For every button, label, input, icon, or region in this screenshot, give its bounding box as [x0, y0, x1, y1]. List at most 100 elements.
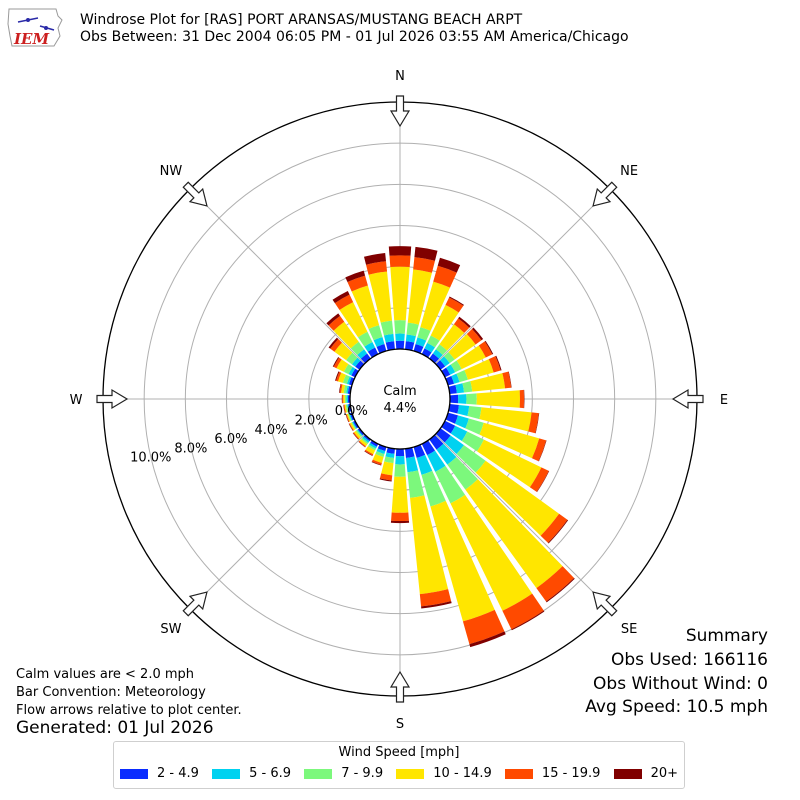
direction-label: SE: [621, 622, 637, 637]
windrose-bar-segment: [360, 353, 371, 364]
windrose-bar-segment: [364, 449, 374, 456]
legend-swatch: [212, 768, 241, 779]
windrose-bar-segment: [341, 384, 346, 394]
windrose-bar-segment: [478, 341, 493, 358]
windrose-bar-segment: [388, 246, 412, 256]
windrose-bar-segment: [346, 352, 358, 365]
windrose-bar-segment: [353, 430, 361, 439]
windrose-bar-segment: [336, 371, 342, 382]
windrose-bar-segment: [465, 418, 484, 435]
windrose-bar-segment: [495, 355, 502, 371]
legend-item: 15 - 19.9: [504, 766, 601, 781]
windrose-bar-segment: [479, 407, 532, 432]
windrose-bar-segment: [476, 390, 520, 408]
windrose-bar-segment: [443, 351, 455, 364]
windrose-bar-segment: [448, 334, 476, 360]
windrose-bar-segment: [364, 253, 387, 265]
windrose-bar-segment: [395, 456, 405, 465]
windrose-bar-segment: [333, 321, 359, 349]
windrose-bar-segment: [451, 373, 460, 384]
windrose-bar-segment: [475, 460, 560, 536]
windrose-bar-segment: [429, 353, 440, 364]
arrow-shape: [389, 670, 411, 703]
windrose-bar-segment: [347, 413, 352, 422]
arrow-shape: [592, 181, 618, 207]
windrose-bar-segment: [353, 420, 359, 429]
windrose-bar-segment: [346, 376, 352, 385]
legend-label: 10 - 14.9: [433, 766, 492, 781]
direction-label: NW: [160, 164, 183, 179]
windrose-bar-segment: [450, 425, 468, 441]
legend-swatch: [504, 768, 533, 779]
summary-obs-used: Obs Used: 166116: [610, 650, 768, 670]
windrose-bar-segment: [405, 456, 419, 473]
windrose-bar-segment: [458, 316, 471, 328]
windrose-bar-segment: [342, 374, 350, 384]
windrose-bar-segment: [435, 465, 466, 504]
calm-note: Calm values are < 2.0 mph: [16, 667, 195, 682]
direction-arrow-icon: [671, 388, 704, 410]
windrose-bar-segment: [528, 412, 539, 434]
windrose-bar-segment: [333, 357, 342, 369]
windrose-bar-segment: [406, 322, 419, 337]
radial-tick-label: 6.0%: [214, 432, 247, 447]
windrose-bar-segment: [343, 404, 346, 413]
windrose-bar-segment: [338, 383, 342, 393]
radial-tick-label: 0.0%: [335, 404, 368, 419]
windrose-bar-segment: [445, 412, 459, 424]
windrose-bar-segment: [345, 270, 366, 283]
windrose-bar-segment: [390, 266, 410, 321]
windrose-bar-segment: [508, 371, 512, 388]
windrose-bar-segment: [416, 454, 433, 475]
windrose-bar-segment: [370, 440, 379, 447]
windrose-bar-segment: [390, 520, 410, 524]
legend-label: 20+: [650, 766, 678, 781]
generated-date: Generated: 01 Jul 2026: [16, 718, 214, 738]
grid-circle: [184, 183, 616, 615]
windrose-bar-segment: [536, 566, 575, 602]
windrose-bar-segment: [450, 360, 462, 373]
windrose-bar-segment: [479, 422, 540, 459]
windrose-bar-segment: [470, 373, 506, 392]
windrose-bar-segment: [529, 467, 549, 492]
direction-arrow-icon: [592, 591, 618, 617]
legend-item: 20+: [613, 766, 678, 781]
windrose-bar-segment: [466, 393, 477, 405]
calm-value: 4.4%: [383, 401, 416, 416]
windrose-bar-segment: [439, 324, 465, 351]
windrose-bar-segment: [477, 439, 542, 488]
windrose-bar-segment: [343, 385, 348, 394]
windrose-bar-segment: [332, 290, 350, 304]
windrose-bar-segment: [456, 345, 486, 370]
windrose-bar-segment: [394, 464, 406, 477]
windrose-bar-segment: [381, 461, 394, 476]
windrose-bar-segment: [461, 431, 484, 452]
windrose-bar-segment: [350, 341, 365, 356]
radial-tick-label: 4.0%: [255, 423, 288, 438]
windrose-bar-segment: [414, 246, 438, 261]
arrow-shape: [96, 388, 129, 410]
windrose-bar-segment: [335, 371, 340, 381]
windrose-bar-segment: [465, 479, 563, 589]
windrose-bar-segment: [345, 414, 350, 423]
windrose-bar-segment: [395, 448, 405, 457]
windrose-bar-segment: [362, 436, 370, 443]
windrose-bar-segment: [429, 434, 444, 450]
windrose-bar-segment: [344, 394, 347, 404]
windrose-bar-segment: [348, 366, 356, 376]
windrose-bar-segment: [368, 325, 383, 341]
windrose-bar-segment: [417, 327, 431, 341]
direction-arrow-icon: [182, 591, 208, 617]
windrose-bar-segment: [446, 364, 456, 375]
windrose-bar-segment: [535, 413, 540, 434]
windrose-bar-segment: [326, 313, 341, 326]
windrose-bar-segment: [421, 601, 452, 609]
legend-label: 15 - 19.9: [541, 766, 601, 781]
windrose-bar-segment: [332, 357, 340, 367]
windrose-bar-segment: [355, 360, 365, 370]
flow-arrows-note: Flow arrows relative to plot center.: [16, 703, 242, 718]
windrose-bar-segment: [427, 335, 440, 348]
windrose-bar-segment: [349, 422, 356, 431]
windrose-bar-segment: [389, 255, 411, 268]
legend-item: 7 - 9.9: [304, 766, 383, 781]
